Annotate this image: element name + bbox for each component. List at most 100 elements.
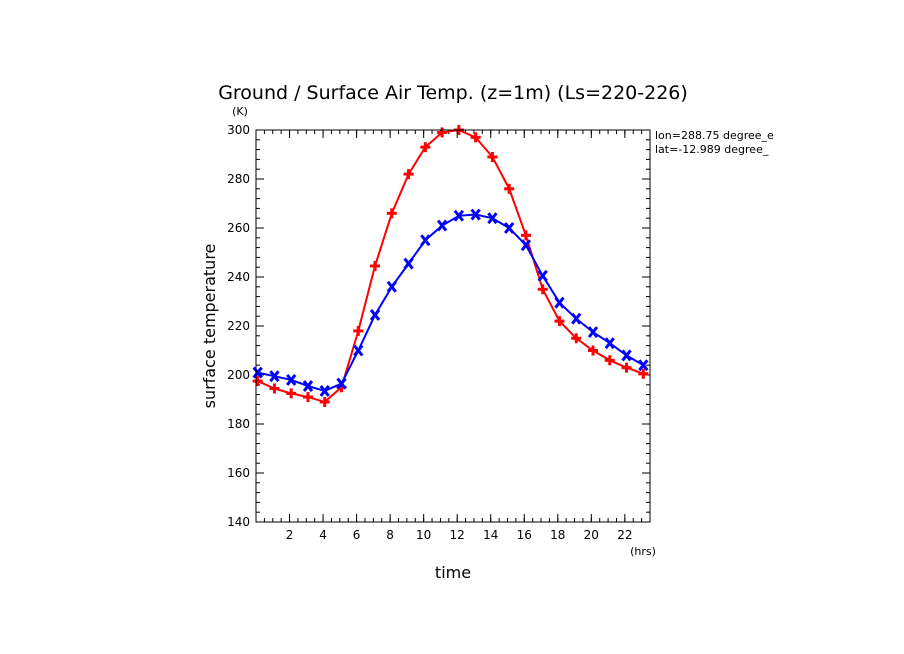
data-point bbox=[319, 384, 330, 397]
data-point bbox=[370, 260, 381, 271]
data-point bbox=[286, 373, 297, 386]
data-point bbox=[470, 132, 481, 143]
data-point bbox=[403, 257, 414, 270]
x-tick-label: 12 bbox=[450, 528, 465, 542]
annotation-lon: lon=288.75 degree_e bbox=[655, 129, 774, 142]
data-point bbox=[420, 142, 431, 153]
marker-stroke bbox=[537, 269, 548, 282]
data-point bbox=[302, 380, 314, 392]
y-unit-label: (K) bbox=[232, 105, 248, 118]
annotation-lat: lat=-12.989 degree_ bbox=[655, 143, 769, 156]
data-point bbox=[487, 151, 498, 162]
data-point bbox=[403, 169, 414, 180]
data-point bbox=[587, 345, 598, 356]
data-point bbox=[503, 222, 515, 234]
data-point bbox=[436, 219, 448, 232]
data-point bbox=[571, 333, 582, 344]
y-tick-label: 260 bbox=[227, 221, 250, 235]
data-point bbox=[604, 355, 615, 366]
x-tick-label: 6 bbox=[353, 528, 361, 542]
data-point bbox=[537, 269, 548, 282]
marker-stroke bbox=[436, 219, 448, 232]
marker-stroke bbox=[286, 373, 297, 386]
data-point bbox=[537, 284, 548, 295]
data-point bbox=[504, 183, 515, 194]
marker-stroke bbox=[386, 280, 397, 293]
marker-stroke bbox=[487, 212, 498, 225]
x-tick-labels: 2 4 6 8 10 12 14 16 18 20 22 bbox=[286, 528, 633, 542]
x-tick-label: 4 bbox=[319, 528, 327, 542]
marker-stroke bbox=[369, 309, 381, 321]
data-point bbox=[252, 366, 263, 379]
marker-stroke bbox=[587, 326, 599, 339]
marker-stroke bbox=[336, 377, 347, 390]
marker-stroke bbox=[403, 257, 414, 270]
data-point bbox=[554, 316, 565, 327]
data-point bbox=[520, 239, 532, 252]
series-layer bbox=[252, 125, 649, 407]
series-line-2 bbox=[257, 213, 644, 392]
x-tick-label: 2 bbox=[286, 528, 294, 542]
marker-stroke bbox=[252, 366, 263, 379]
marker-stroke bbox=[353, 344, 364, 357]
data-point bbox=[437, 127, 448, 138]
data-point bbox=[386, 280, 397, 293]
data-point bbox=[319, 396, 330, 407]
data-point bbox=[286, 388, 297, 399]
data-point bbox=[638, 368, 649, 379]
data-point bbox=[269, 370, 280, 383]
marker-stroke bbox=[269, 370, 280, 383]
plot-frame bbox=[255, 129, 651, 523]
y-tick-label: 200 bbox=[227, 368, 250, 382]
data-point bbox=[302, 392, 313, 403]
x-tick-label: 20 bbox=[584, 528, 599, 542]
x-tick-label: 16 bbox=[517, 528, 532, 542]
marker-stroke bbox=[453, 209, 465, 222]
data-point bbox=[604, 337, 615, 350]
marker-stroke bbox=[571, 312, 582, 325]
x-axis-label: time bbox=[435, 563, 471, 582]
y-tick-label: 160 bbox=[227, 466, 250, 480]
data-point bbox=[252, 376, 263, 387]
data-point bbox=[453, 209, 465, 222]
y-tick-label: 140 bbox=[227, 515, 250, 529]
y-tick-labels: 140 160 180 200 220 240 260 280 300 bbox=[227, 123, 250, 529]
data-point bbox=[470, 208, 481, 221]
data-point bbox=[638, 359, 649, 372]
data-point bbox=[587, 326, 599, 339]
y-tick-label: 280 bbox=[227, 172, 250, 186]
minor-ticks bbox=[256, 129, 650, 523]
data-point bbox=[353, 344, 364, 357]
x-tick-label: 18 bbox=[550, 528, 565, 542]
data-point bbox=[520, 230, 531, 241]
data-point bbox=[269, 383, 280, 394]
data-point bbox=[420, 234, 431, 247]
series-line-1 bbox=[257, 128, 644, 404]
marker-stroke bbox=[503, 222, 515, 234]
y-axis-label: surface temperature bbox=[200, 244, 219, 409]
marker-stroke bbox=[470, 208, 481, 221]
marker-stroke bbox=[420, 234, 431, 247]
data-point bbox=[487, 212, 498, 225]
marker-stroke bbox=[604, 337, 615, 350]
data-point bbox=[621, 362, 632, 373]
marker-stroke bbox=[319, 384, 330, 397]
data-point bbox=[571, 312, 582, 325]
marker-stroke bbox=[554, 296, 565, 309]
y-tick-label: 180 bbox=[227, 417, 250, 431]
y-tick-label: 220 bbox=[227, 319, 250, 333]
x-unit-label: (hrs) bbox=[630, 545, 656, 558]
x-tick-label: 10 bbox=[416, 528, 431, 542]
data-point bbox=[369, 309, 381, 321]
marker-stroke bbox=[302, 380, 314, 392]
major-ticks bbox=[256, 129, 650, 523]
marker-stroke bbox=[520, 239, 532, 252]
y-tick-label: 300 bbox=[227, 123, 250, 137]
marker-stroke bbox=[621, 349, 632, 362]
data-point bbox=[386, 208, 397, 219]
data-point bbox=[353, 325, 364, 336]
x-tick-label: 14 bbox=[483, 528, 498, 542]
data-point bbox=[554, 296, 565, 309]
marker-stroke bbox=[638, 359, 649, 372]
